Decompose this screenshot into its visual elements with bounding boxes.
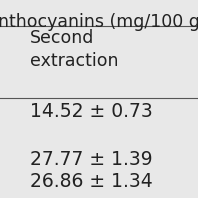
Text: 27.77 ± 1.39: 27.77 ± 1.39 bbox=[30, 150, 153, 169]
Text: 26.86 ± 1.34: 26.86 ± 1.34 bbox=[30, 172, 153, 191]
Text: 14.52 ± 0.73: 14.52 ± 0.73 bbox=[30, 102, 153, 121]
Text: nthocyanins (mg/100 g: nthocyanins (mg/100 g bbox=[0, 13, 198, 31]
Text: Second
extraction: Second extraction bbox=[30, 29, 118, 70]
